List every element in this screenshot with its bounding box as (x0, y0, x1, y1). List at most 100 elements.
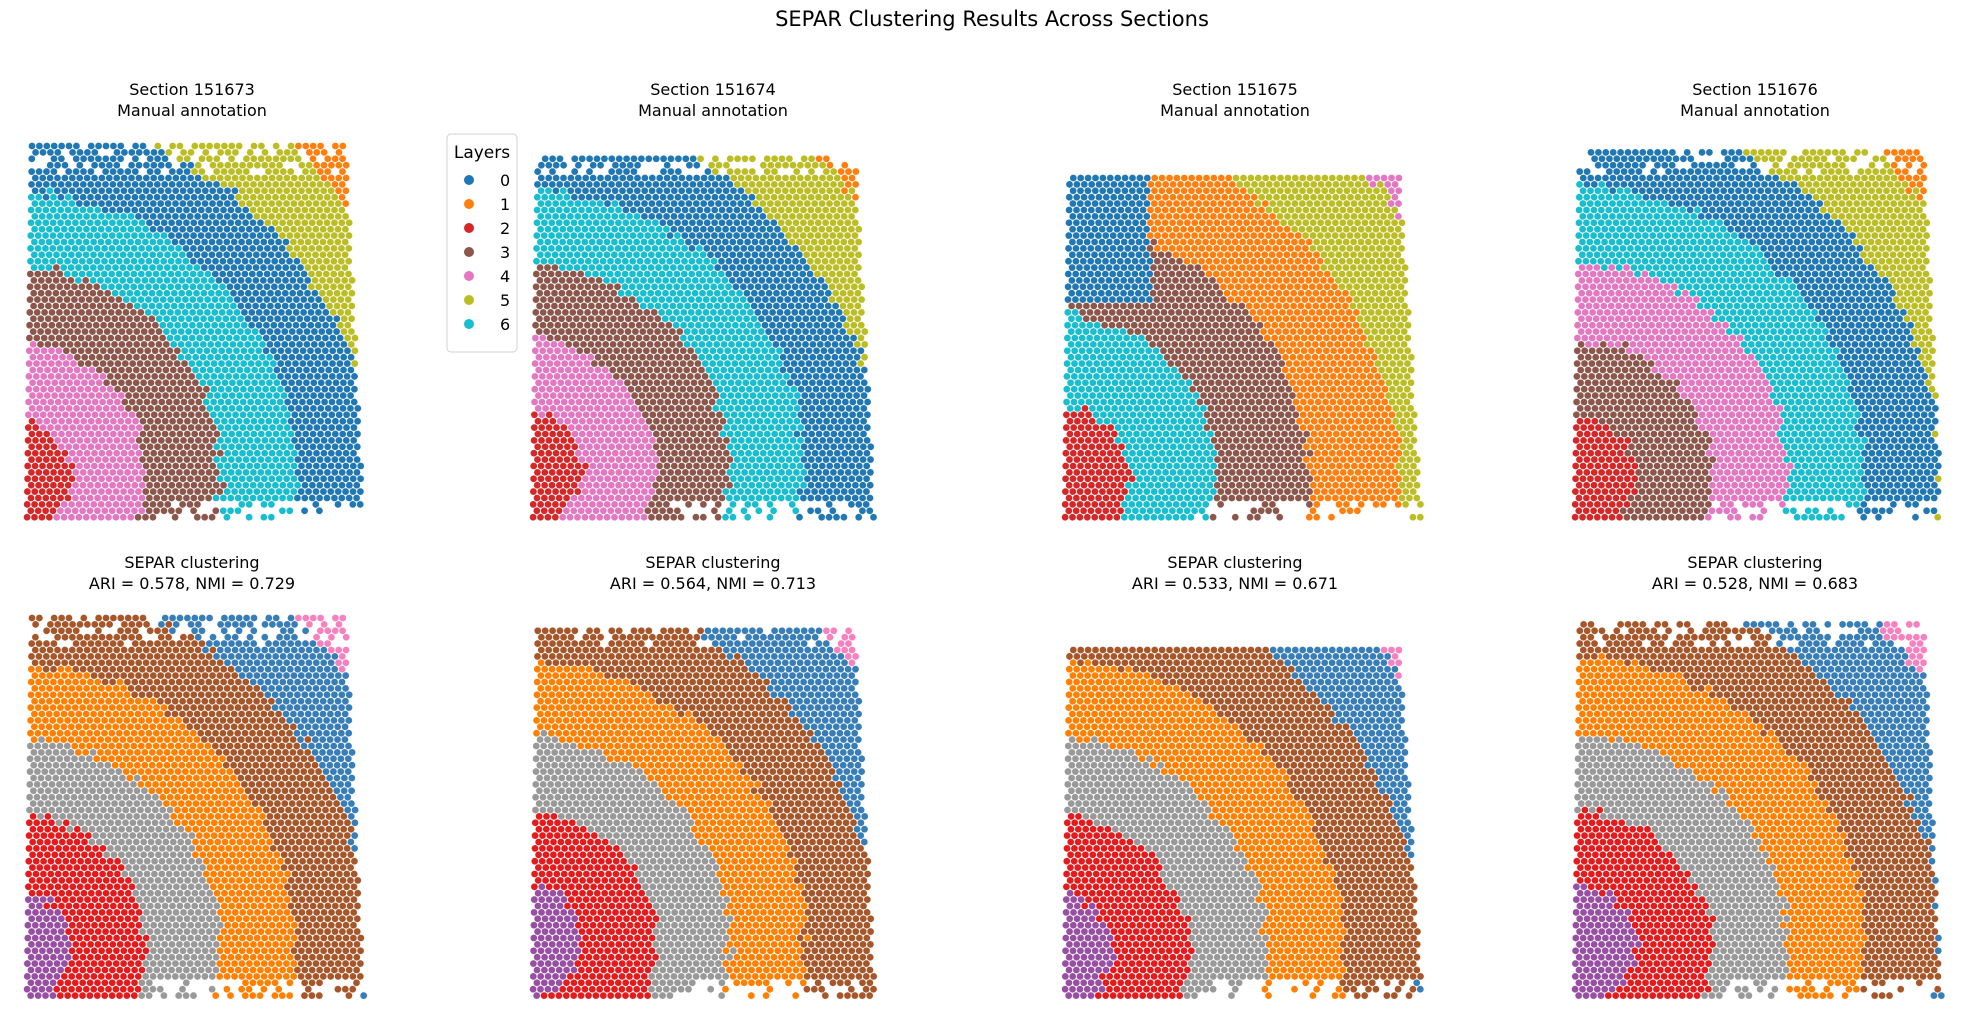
spot (350, 359, 359, 368)
spot (829, 455, 838, 464)
spot (257, 404, 266, 413)
spot (123, 507, 131, 515)
spot (51, 353, 59, 361)
spot (229, 327, 237, 336)
spot (154, 379, 163, 387)
spot (68, 187, 76, 195)
spot (840, 199, 849, 208)
spot (145, 257, 153, 265)
spot (845, 353, 854, 361)
spot (570, 443, 579, 451)
spot (774, 462, 782, 470)
spot (294, 155, 302, 163)
spot (160, 494, 168, 502)
spot (806, 507, 815, 515)
spot (334, 487, 342, 496)
spot (738, 385, 746, 393)
spot (68, 449, 77, 457)
spot (221, 353, 230, 361)
spot (246, 148, 254, 157)
spot (585, 155, 594, 163)
spot (677, 513, 685, 521)
spot (213, 366, 222, 374)
spot (164, 462, 173, 470)
spot (756, 430, 764, 438)
spot (816, 366, 824, 374)
spot (711, 193, 719, 201)
spot (811, 423, 820, 432)
spot (708, 359, 717, 368)
spot (237, 302, 245, 310)
spot (347, 353, 355, 361)
spot (603, 251, 611, 259)
spot (740, 193, 749, 201)
spot (141, 263, 149, 272)
spot (226, 244, 235, 253)
spot (228, 366, 237, 374)
spot (127, 449, 136, 457)
spot (107, 334, 115, 342)
spot (342, 449, 350, 457)
spot (575, 411, 583, 419)
spot (187, 148, 195, 157)
spot (735, 289, 744, 297)
spot (699, 263, 707, 272)
spot (277, 308, 286, 317)
spot (633, 212, 641, 221)
spot (25, 372, 33, 381)
spot (793, 366, 802, 374)
spot (232, 334, 241, 342)
spot (580, 276, 589, 285)
spot (59, 302, 67, 310)
spot (638, 391, 646, 400)
spot (258, 391, 266, 400)
spot (204, 270, 212, 278)
spot (822, 430, 831, 438)
spot (544, 174, 553, 182)
spot (633, 487, 641, 496)
spot (34, 481, 43, 489)
spot (717, 283, 725, 291)
spot (331, 455, 339, 464)
spot (695, 295, 703, 304)
spot (636, 219, 645, 227)
spot (330, 494, 339, 502)
spot (567, 449, 575, 457)
spot (548, 193, 556, 201)
spot (162, 340, 171, 349)
spot (33, 283, 42, 291)
spot (738, 359, 747, 368)
spot (281, 315, 289, 323)
spot (310, 340, 319, 349)
spot (101, 206, 109, 214)
spot (581, 487, 589, 496)
spot (829, 219, 837, 227)
spot (279, 417, 288, 425)
spot (866, 481, 874, 489)
spot (800, 417, 809, 425)
spot (340, 276, 349, 285)
spot (549, 353, 558, 361)
spot (346, 430, 354, 438)
spot (797, 385, 805, 393)
spot (231, 449, 239, 457)
spot (681, 206, 689, 214)
spot (55, 295, 64, 304)
spot (607, 481, 615, 489)
spot (759, 212, 767, 221)
spot (173, 359, 181, 368)
spot (279, 481, 287, 489)
spot (293, 219, 302, 227)
spot (29, 302, 38, 310)
spot (218, 308, 226, 317)
spot (308, 494, 316, 502)
spot (186, 500, 194, 509)
spot (133, 263, 142, 272)
spot (563, 468, 571, 477)
spot (657, 308, 666, 317)
spot (109, 404, 118, 413)
spot (172, 398, 181, 406)
spot (266, 340, 274, 349)
spot (602, 315, 610, 323)
